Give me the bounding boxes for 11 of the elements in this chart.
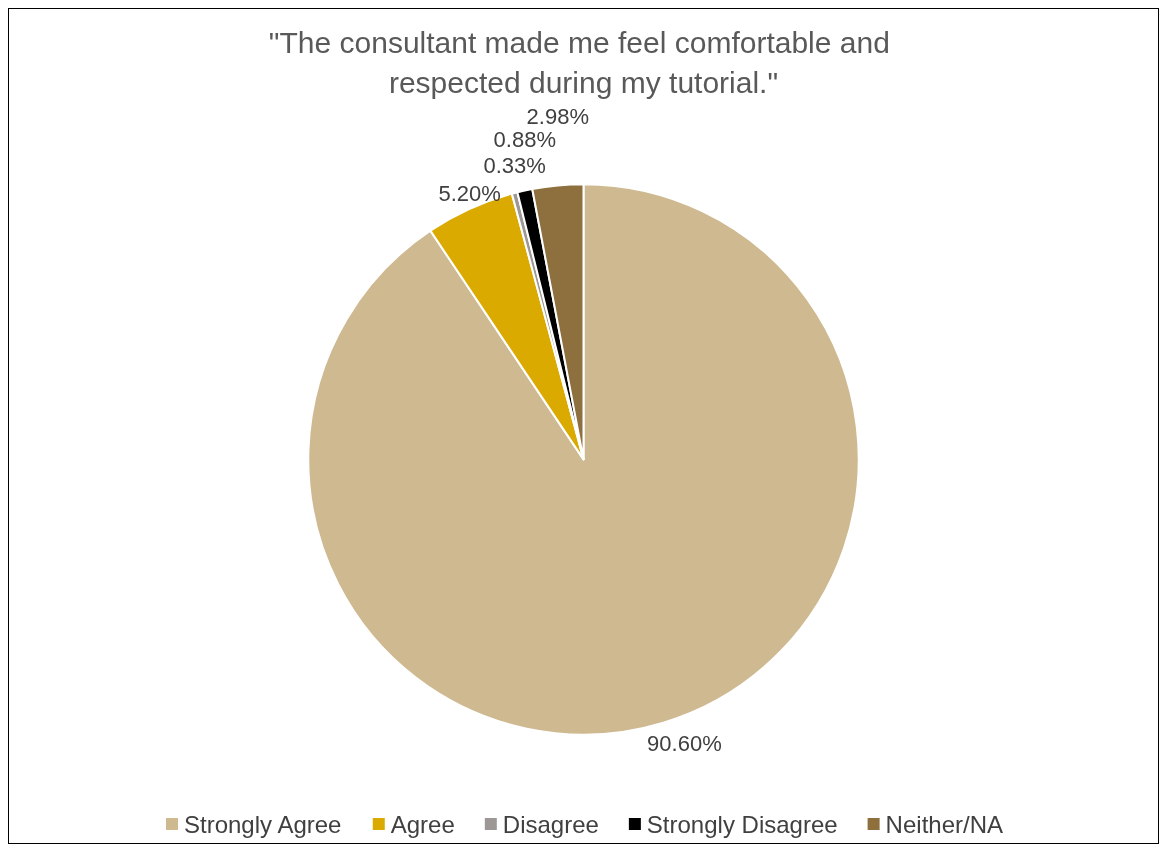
legend-label: Strongly Disagree [646, 810, 838, 838]
data-label: 2.98% [526, 103, 589, 129]
data-label: 0.88% [493, 126, 556, 152]
chart-title: "The consultant made me feel comfortable and respected during my tutorial." [268, 25, 899, 99]
legend-label: Neither/NA [885, 810, 1003, 838]
data-label: 0.33% [483, 153, 546, 179]
data-label: 5.20% [438, 181, 501, 207]
legend-label: Disagree [502, 810, 599, 838]
legend-label: Strongly Agree [184, 810, 342, 838]
data-label: 90.60% [647, 731, 722, 757]
legend-label: Agree [390, 810, 455, 838]
